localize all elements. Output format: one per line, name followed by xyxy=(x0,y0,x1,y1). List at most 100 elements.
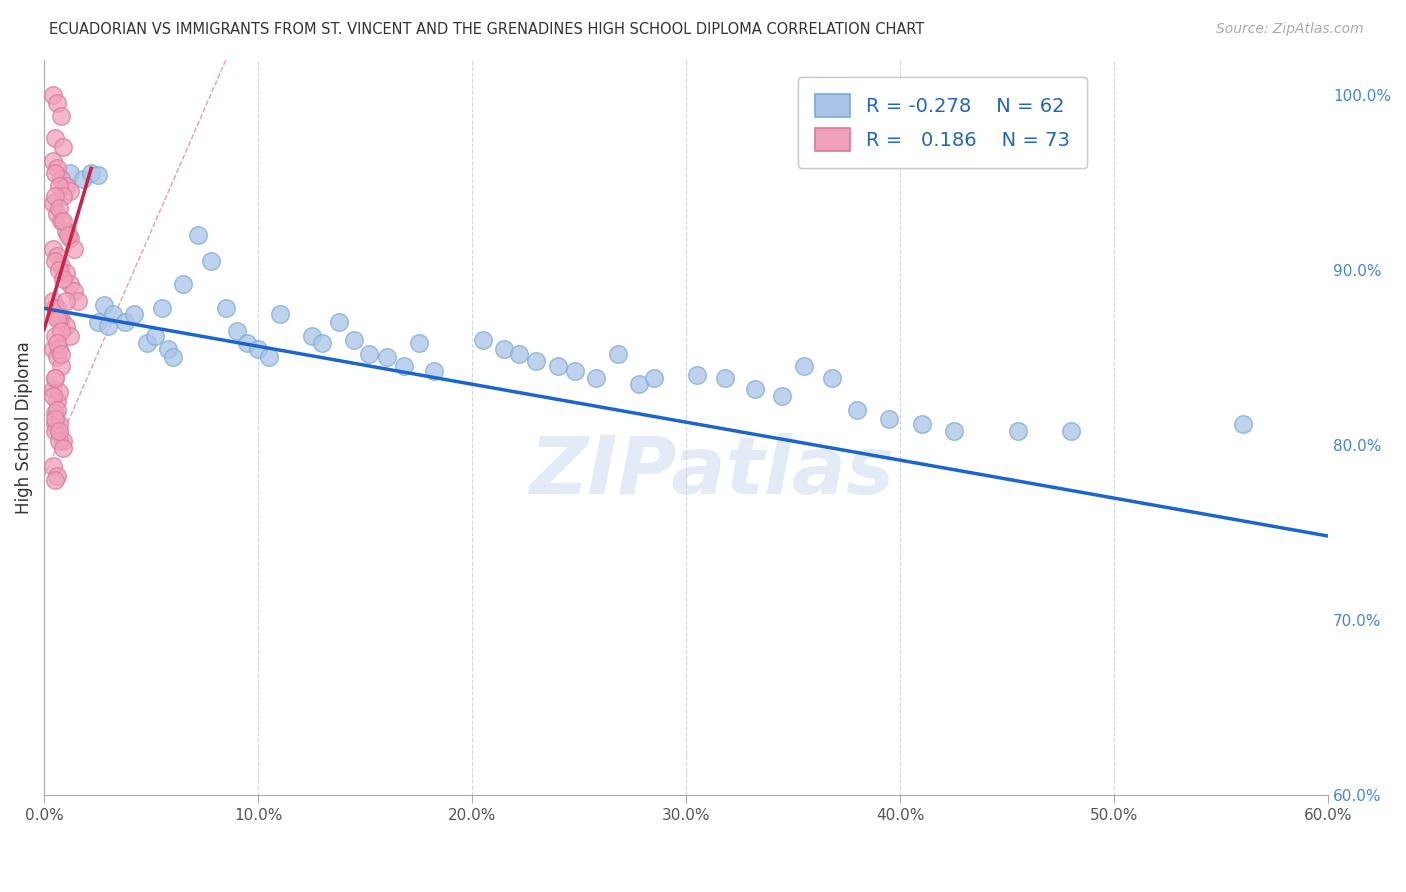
Point xyxy=(55,178,77,193)
Point xyxy=(46,469,69,483)
Point xyxy=(41,458,63,473)
Point xyxy=(55,224,77,238)
Point xyxy=(52,213,75,227)
Point xyxy=(41,242,63,256)
Point xyxy=(48,417,70,431)
Point xyxy=(59,277,82,291)
Text: ECUADORIAN VS IMMIGRANTS FROM ST. VINCENT AND THE GRENADINES HIGH SCHOOL DIPLOMA: ECUADORIAN VS IMMIGRANTS FROM ST. VINCEN… xyxy=(49,22,925,37)
Point xyxy=(44,371,66,385)
Point xyxy=(44,189,66,203)
Point xyxy=(187,227,209,242)
Point xyxy=(44,417,66,431)
Point xyxy=(375,351,398,365)
Legend: R = -0.278    N = 62, R =   0.186    N = 73: R = -0.278 N = 62, R = 0.186 N = 73 xyxy=(797,77,1087,169)
Point xyxy=(52,140,75,154)
Point xyxy=(547,359,569,373)
Point xyxy=(879,411,901,425)
Point xyxy=(343,333,366,347)
Point xyxy=(55,318,77,333)
Point xyxy=(63,284,86,298)
Point xyxy=(86,315,108,329)
Point xyxy=(80,166,103,180)
Point xyxy=(1007,424,1029,438)
Point xyxy=(46,96,69,111)
Point xyxy=(269,307,291,321)
Point xyxy=(55,294,77,309)
Point xyxy=(643,371,665,385)
Point xyxy=(46,301,69,316)
Point xyxy=(67,294,90,309)
Point xyxy=(41,389,63,403)
Point xyxy=(564,364,586,378)
Point xyxy=(494,342,516,356)
Point xyxy=(1232,417,1254,431)
Point xyxy=(422,364,444,378)
Point xyxy=(215,301,238,316)
Point xyxy=(793,359,815,373)
Point xyxy=(46,207,69,221)
Point xyxy=(63,242,86,256)
Point xyxy=(46,161,69,176)
Point xyxy=(225,324,247,338)
Point xyxy=(44,371,66,385)
Point xyxy=(408,336,430,351)
Point xyxy=(713,371,735,385)
Point xyxy=(56,227,79,242)
Point xyxy=(41,382,63,396)
Point xyxy=(628,376,651,391)
Point xyxy=(59,329,82,343)
Point xyxy=(52,434,75,449)
Point xyxy=(301,329,323,343)
Point xyxy=(48,311,70,326)
Point xyxy=(46,403,69,417)
Point xyxy=(172,277,194,291)
Point xyxy=(51,347,73,361)
Point xyxy=(236,336,259,351)
Point xyxy=(46,249,69,263)
Point xyxy=(52,271,75,285)
Point xyxy=(46,311,69,326)
Point xyxy=(86,168,108,182)
Point xyxy=(48,434,70,449)
Point xyxy=(55,266,77,280)
Point xyxy=(51,213,73,227)
Point xyxy=(508,347,530,361)
Point xyxy=(48,202,70,216)
Point xyxy=(48,342,70,356)
Point xyxy=(97,318,120,333)
Point xyxy=(46,351,69,365)
Point xyxy=(122,307,145,321)
Point xyxy=(51,359,73,373)
Point xyxy=(150,301,173,316)
Point xyxy=(606,347,628,361)
Point xyxy=(311,336,333,351)
Point xyxy=(51,109,73,123)
Point xyxy=(145,329,167,343)
Point xyxy=(46,336,69,351)
Point xyxy=(41,342,63,356)
Point xyxy=(44,424,66,438)
Point xyxy=(46,394,69,409)
Point xyxy=(48,262,70,277)
Point xyxy=(44,329,66,343)
Point xyxy=(162,351,184,365)
Point xyxy=(157,342,180,356)
Point xyxy=(51,171,73,186)
Point xyxy=(93,298,115,312)
Point xyxy=(51,260,73,274)
Point xyxy=(820,371,842,385)
Point xyxy=(359,347,381,361)
Point xyxy=(200,254,222,268)
Point xyxy=(51,324,73,338)
Point xyxy=(585,371,607,385)
Point xyxy=(1060,424,1083,438)
Point xyxy=(101,307,124,321)
Point xyxy=(44,166,66,180)
Point xyxy=(41,154,63,169)
Point xyxy=(51,311,73,326)
Point xyxy=(910,417,932,431)
Point xyxy=(44,473,66,487)
Point xyxy=(44,411,66,425)
Point xyxy=(48,424,70,438)
Point xyxy=(686,368,709,382)
